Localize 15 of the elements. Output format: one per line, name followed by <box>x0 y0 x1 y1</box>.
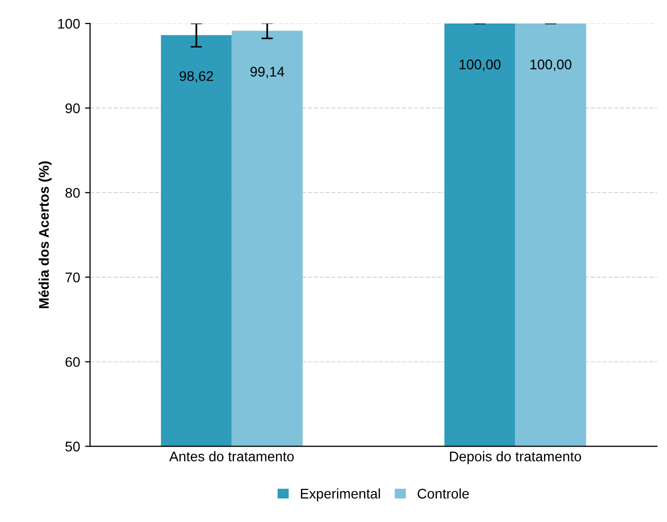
x-tick-label: Antes do tratamento <box>169 451 294 462</box>
y-tick-label: 50 <box>65 442 80 452</box>
y-tick-label: 80 <box>65 188 80 198</box>
y-axis-title: Média dos Acertos (%) <box>38 161 52 308</box>
y-tick-label: 90 <box>66 103 80 114</box>
legend-label: Experimental <box>300 488 380 502</box>
data-label: 100,00 <box>530 60 572 71</box>
x-tick-label: Depois do tratamento <box>450 451 582 464</box>
y-tick-label: 70 <box>66 272 80 282</box>
y-tick-label: 100 <box>58 18 80 29</box>
data-label: 98,62 <box>180 71 214 83</box>
data-label: 100,00 <box>460 60 501 71</box>
data-label: 99,14 <box>250 66 284 78</box>
y-tick-label: 60 <box>66 357 80 367</box>
legend-label: Controle <box>418 488 469 499</box>
